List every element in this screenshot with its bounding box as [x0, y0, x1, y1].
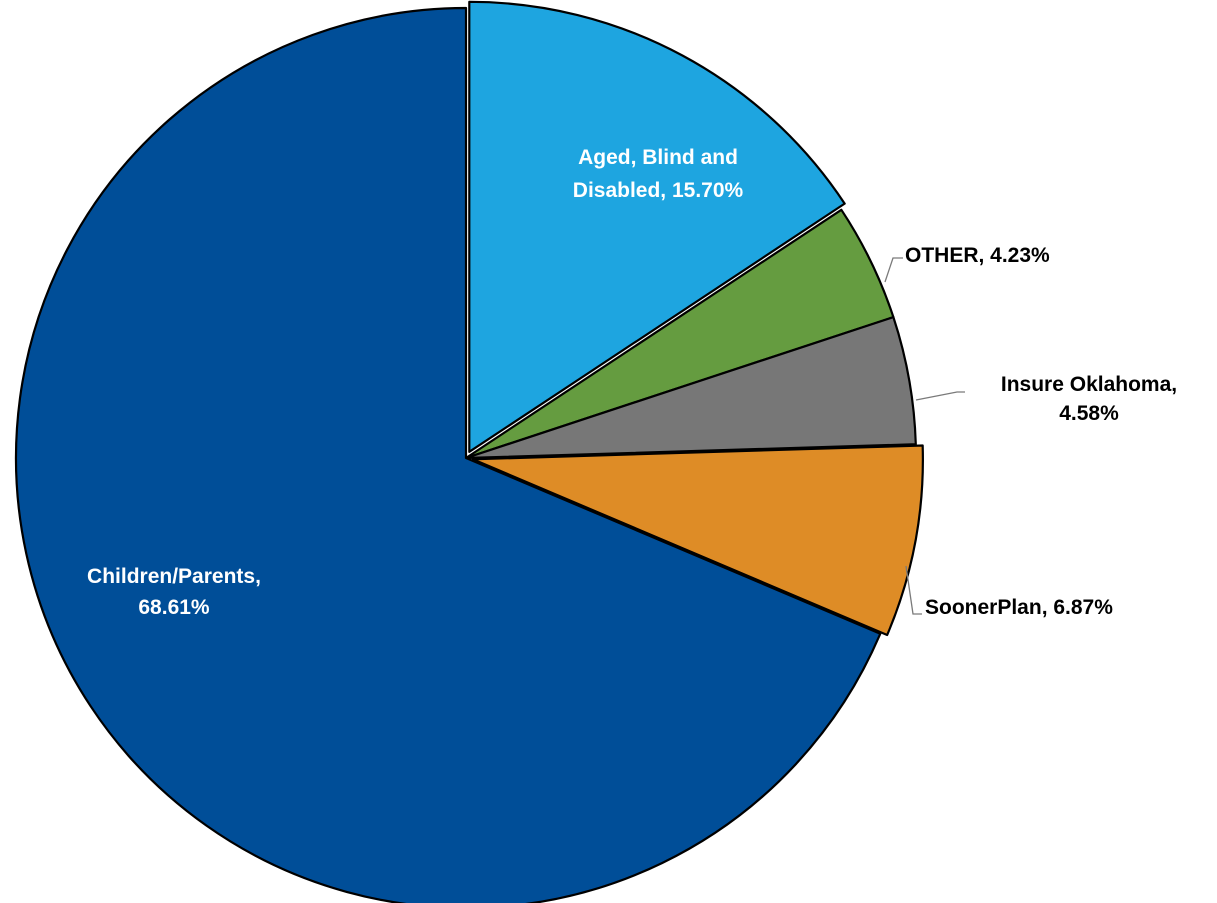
- data-label-line: Disabled, 15.70%: [573, 179, 744, 202]
- data-label-line: Aged, Blind and: [578, 146, 738, 169]
- data-label-children-parents: Children/Parents, 68.61%: [87, 565, 261, 619]
- leader-line-insure-oklahoma: [915, 391, 965, 401]
- data-labels: Aged, Blind and Disabled, 15.70% OTHER, 4.…: [87, 146, 1177, 619]
- data-label-line: OTHER, 4.23%: [905, 244, 1050, 267]
- pie-slices: [14, 0, 924, 903]
- data-label-other: OTHER, 4.23%: [905, 244, 1050, 267]
- data-label-line: Children/Parents,: [87, 565, 261, 588]
- leader-lines: [884, 257, 965, 615]
- data-label-line: 4.58%: [1059, 402, 1119, 425]
- data-label-line: Insure Oklahoma,: [1001, 373, 1177, 396]
- data-label-line: 68.61%: [138, 596, 210, 619]
- pie-slice-soonerplan: [471, 444, 924, 637]
- data-label-insure-oklahoma: Insure Oklahoma, 4.58%: [1001, 373, 1177, 425]
- pie-slice-aged-blind-and-disabled: [468, 0, 846, 453]
- leader-line-other: [884, 257, 903, 283]
- data-label-line: SoonerPlan, 6.87%: [925, 596, 1113, 619]
- pie-slice-children-parents: [14, 6, 882, 903]
- leader-line-soonerplan: [905, 565, 922, 615]
- pie-slice-insure-oklahoma: [464, 316, 917, 460]
- data-label-soonerplan: SoonerPlan, 6.87%: [925, 596, 1113, 619]
- data-label-aged-blind-and-disabled: Aged, Blind and Disabled, 15.70%: [573, 146, 744, 202]
